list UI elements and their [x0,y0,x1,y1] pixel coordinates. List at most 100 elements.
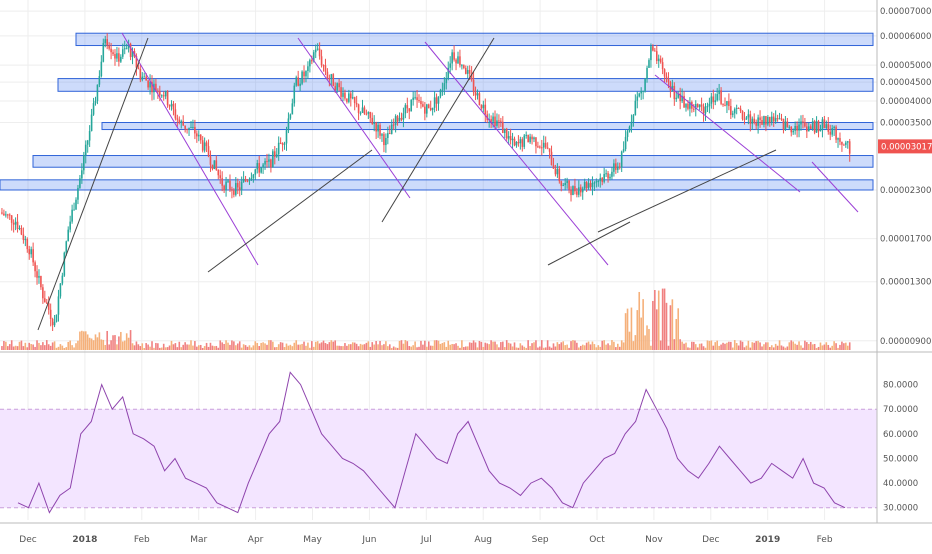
candle-body [730,106,732,115]
candle-body [710,96,713,104]
candle-body [745,117,748,120]
candle-body [57,296,60,315]
candle-body [591,182,594,188]
volume-bar [463,347,465,350]
candle-body [815,121,818,133]
candle-body [5,214,7,216]
candle-body [564,183,566,186]
candle-body [236,183,239,188]
volume-bar [792,341,794,350]
candle-body [260,167,262,173]
volume-bar [359,343,362,350]
candle-body [433,97,436,108]
candle-body [807,126,810,132]
candle-body [546,147,549,149]
volume-bar [49,345,52,350]
candle-body [160,95,163,97]
volume-bar [507,342,510,350]
candle-body [326,71,329,79]
volume-bar [385,341,387,350]
volume-bar [92,340,95,350]
volume-bar [439,343,442,350]
candle-body [227,180,229,182]
volume-bar [402,343,405,350]
volume-bar [427,341,430,350]
candle-body [813,121,816,133]
volume-bar [603,340,605,350]
volume-bar [655,309,658,350]
candle-body [429,108,432,110]
candle-body [188,127,190,130]
volume-bar [776,345,779,350]
candle-body [613,163,615,172]
candle-body [447,67,450,79]
candle-body [554,168,557,175]
candle-body [509,136,512,141]
candle-body [410,99,413,112]
candle-body [652,46,654,51]
candle-body [720,90,722,104]
volume-bar [747,340,750,350]
volume-bar [32,344,34,350]
candle-body [663,69,666,77]
volume-bar [804,340,806,350]
volume-bar [30,344,32,350]
candle-body [320,56,323,66]
volume-bar [644,335,646,350]
candle-body [661,62,664,70]
candle-body [640,91,642,94]
volume-bar [59,344,62,350]
candle-body [527,134,529,143]
volume-bar [176,347,179,350]
volume-bar [718,345,720,350]
candle-body [394,116,397,125]
volume-bar [295,340,298,350]
volume-bar [529,346,531,350]
volume-bar [562,341,565,350]
candle-body [344,92,346,99]
time-tick-label: Dec [702,535,719,545]
candle-body [149,81,151,88]
volume-bar [114,335,116,350]
volume-bar [373,344,375,350]
volume-bar [287,345,290,350]
volume-bar [170,340,173,350]
candle-body [492,116,494,122]
candle-body [435,97,438,104]
candle-body [190,127,192,129]
volume-bar [761,346,763,350]
candle-body [273,151,276,157]
volume-bar [213,346,216,350]
candle-body [443,83,446,90]
candle-body [266,161,268,163]
volume-bar [480,341,483,350]
candle-body [379,124,381,136]
volume-bar [731,347,734,350]
candle-body [601,177,604,182]
candle-body [305,71,307,77]
candle-body [774,118,777,122]
volume-bar [502,341,504,350]
candle-body [669,82,672,91]
candle-body [427,104,430,109]
rsi-tick-label: 80.0000 [883,381,918,391]
candle-body [445,78,448,84]
volume-bar [556,342,559,350]
volume-bar [503,347,506,350]
candle-body [34,262,36,272]
volume-bar [155,342,157,350]
volume-bar [199,344,202,350]
candle-body [831,128,833,135]
volume-bar [671,299,674,350]
volume-bar [246,346,249,350]
volume-bar [622,342,625,350]
volume-bar [338,345,340,350]
candle-body [178,119,181,123]
volume-bar [281,342,284,350]
candle-body [244,178,247,181]
volume-bar [238,341,241,350]
volume-bar [823,344,826,350]
candle-body [548,148,551,152]
volume-bar [36,340,38,350]
volume-bar [285,343,288,350]
